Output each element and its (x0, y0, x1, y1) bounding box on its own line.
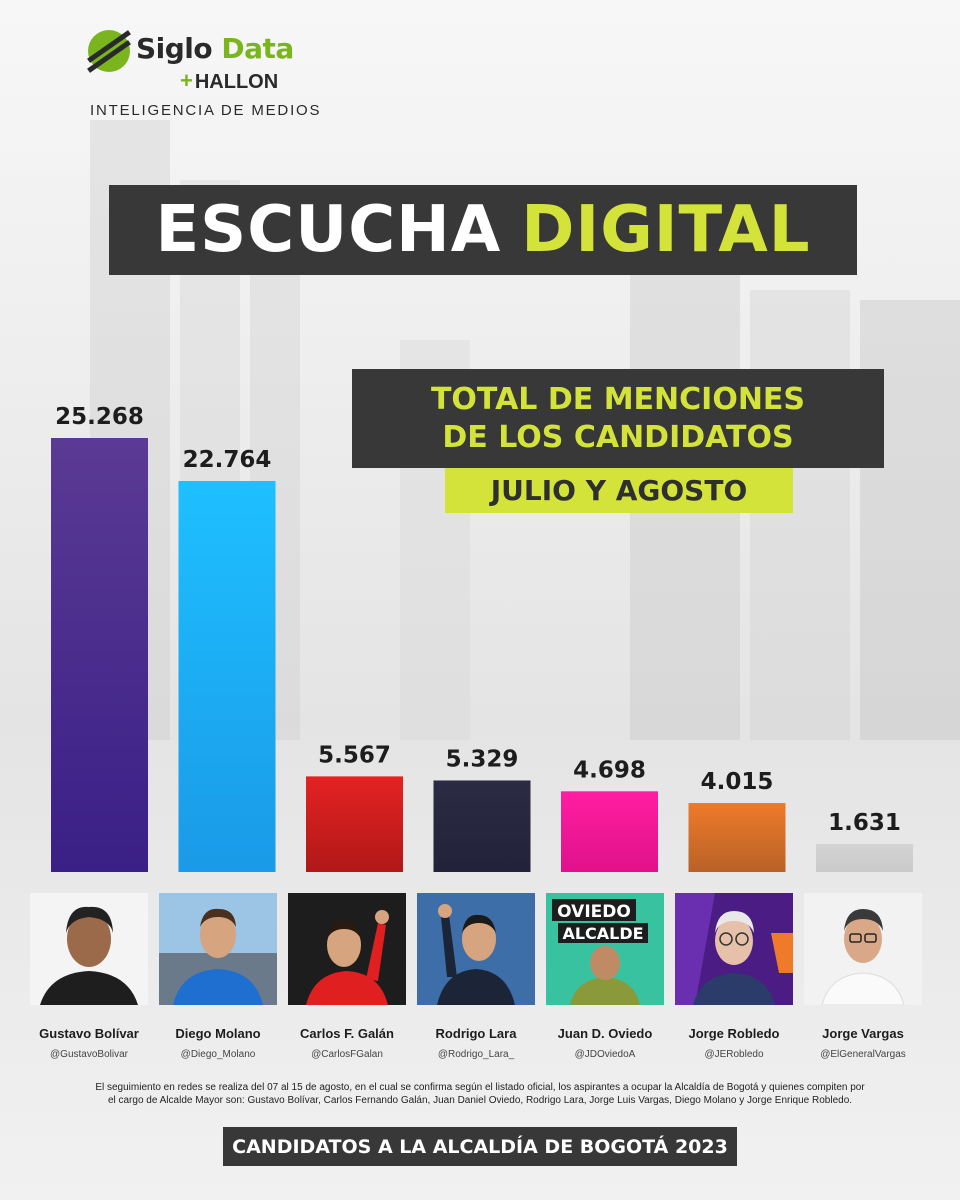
bar-2 (178, 481, 276, 872)
candidate-name-lara: Rodrigo Lara (435, 1026, 517, 1041)
methodology-footnote: El seguimiento en redes se realiza del 0… (60, 1081, 900, 1107)
candidate-name-vargas: Jorge Vargas (822, 1026, 904, 1041)
headline-word-2: DIGITAL (521, 193, 811, 267)
candidate-photo-robledo (675, 893, 793, 1005)
candidate-handle-lara: @Rodrigo_Lara_ (437, 1049, 515, 1060)
chart-title-line-1: TOTAL DE MENCIONES (430, 381, 806, 417)
footnote-line-1: El seguimiento en redes se realiza del 0… (95, 1082, 865, 1093)
bar-6 (688, 803, 786, 872)
candidate-photo-oviedo: OVIEDO ALCALDE (546, 893, 664, 1005)
candidate-handle-molano: @Diego_Molano (180, 1049, 256, 1060)
candidate-photo-vargas (804, 893, 922, 1005)
candidate-handle-robledo: @JERobledo (704, 1049, 764, 1060)
candidate-handle-galan: @CarlosFGalan (311, 1049, 383, 1060)
candidate-photo-lara (417, 893, 535, 1005)
siglo-data-logo: Siglo Data + HALLON INTELIGENCIA DE MEDIO… (88, 28, 322, 124)
logo-wordmark: Siglo Data (136, 32, 294, 65)
bar-value-label-5: 4.698 (573, 757, 646, 783)
bar-value-label-1: 25.268 (55, 404, 144, 430)
bar-value-label-6: 4.015 (701, 769, 774, 795)
candidate-handle-vargas: @ElGeneralVargas (820, 1049, 906, 1060)
bar-value-label-4: 5.329 (446, 746, 519, 772)
bar-value-label-2: 22.764 (183, 447, 272, 473)
chart-title-line-2: DE LOS CANDIDATOS (442, 419, 794, 455)
bar-value-label-3: 5.567 (318, 742, 391, 768)
candidate-name-robledo: Jorge Robledo (688, 1026, 780, 1041)
bar-5 (561, 791, 658, 872)
candidate-photo-molano (159, 893, 277, 1005)
candidate-name-molano: Diego Molano (175, 1026, 261, 1041)
headline-word-1: ESCUCHA (155, 193, 502, 267)
candidate-photo-bolivar (30, 893, 148, 1005)
chart-title-box: TOTAL DE MENCIONES DE LOS CANDIDATOS (352, 369, 884, 468)
bar-1 (51, 438, 148, 872)
siglo-data-icon (88, 30, 130, 72)
poster-text-line-1: OVIEDO (557, 902, 631, 922)
footer-banner: CANDIDATOS A LA ALCALDÍA DE BOGOTÁ 2023 (223, 1127, 737, 1166)
poster-text-line-2: ALCALDE (562, 924, 643, 943)
bar-value-label-7: 1.631 (828, 810, 901, 836)
mentions-bar-chart: 25.268 22.764 5.567 5.329 4.698 4.015 1.631 (51, 404, 913, 872)
logo-tagline: INTELIGENCIA DE MEDIOS (90, 102, 322, 119)
logo-partner: + HALLON (180, 68, 279, 93)
candidate-name-galan: Carlos F. Galán (300, 1026, 394, 1041)
candidate-handle-oviedo: @JDOviedoA (574, 1049, 636, 1060)
bar-3 (306, 776, 403, 872)
period-badge: JULIO Y AGOSTO (445, 468, 793, 513)
bar-4 (433, 780, 531, 872)
candidate-photo-galan (288, 893, 406, 1005)
candidate-name-oviedo: Juan D. Oviedo (557, 1026, 653, 1041)
bar-7 (816, 843, 913, 872)
headline-banner: ESCUCHA DIGITAL (109, 185, 857, 275)
candidate-name-bolivar: Gustavo Bolívar (39, 1026, 139, 1041)
footnote-line-2: el cargo de Alcalde Mayor son: Gustavo B… (107, 1095, 853, 1106)
candidate-handle-bolivar: @GustavoBolivar (50, 1049, 128, 1060)
